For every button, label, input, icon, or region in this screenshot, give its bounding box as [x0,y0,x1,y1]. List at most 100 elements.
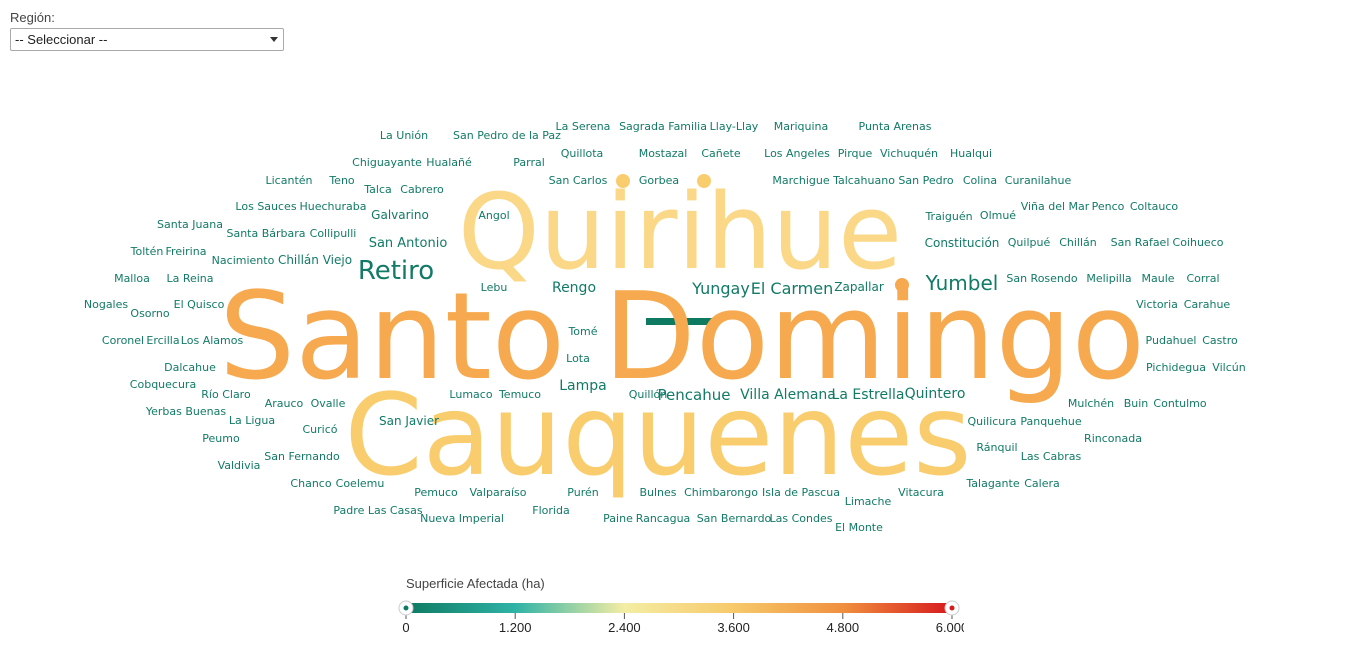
word-pirque[interactable]: Pirque [838,147,873,160]
word-cauquenes[interactable]: Cauquenes [344,371,971,501]
word-purén[interactable]: Purén [567,486,598,499]
word-hualañé[interactable]: Hualañé [426,156,472,169]
word-curanilahue[interactable]: Curanilahue [1005,174,1072,187]
word-la-serena[interactable]: La Serena [556,120,611,133]
word-vitacura[interactable]: Vitacura [898,486,944,499]
word-angol[interactable]: Angol [478,209,509,222]
word-marchigue[interactable]: Marchigue [772,174,830,187]
word-florida[interactable]: Florida [532,504,569,517]
word-santa-juana[interactable]: Santa Juana [157,218,223,231]
word-parral[interactable]: Parral [513,156,545,169]
word-yumbel[interactable]: Yumbel [925,271,999,295]
word-ovalle[interactable]: Ovalle [311,397,346,410]
word-mariquina[interactable]: Mariquina [774,120,829,133]
word-ercilla[interactable]: Ercilla [146,334,179,347]
word-peumo[interactable]: Peumo [202,432,240,445]
word-zapallar[interactable]: Zapallar [834,280,884,294]
word-contulmo[interactable]: Contulmo [1153,397,1206,410]
word-collipulli[interactable]: Collipulli [310,227,357,240]
word-yungay[interactable]: Yungay [691,279,750,298]
word-chimbarongo[interactable]: Chimbarongo [684,486,758,499]
word-coihueco[interactable]: Coihueco [1173,236,1224,249]
word-talagante[interactable]: Talagante [965,477,1019,490]
word-talca[interactable]: Talca [363,183,391,196]
word-viña-del-mar[interactable]: Viña del Mar [1021,200,1090,213]
word-castro[interactable]: Castro [1202,334,1238,347]
word-el-carmen[interactable]: El Carmen [751,279,833,298]
word-quilicura[interactable]: Quilicura [967,415,1016,428]
word-olmué[interactable]: Olmué [980,209,1016,222]
word-rancagua[interactable]: Rancagua [636,512,691,525]
word-pichidegua[interactable]: Pichidegua [1146,361,1206,374]
word-hualqui[interactable]: Hualqui [950,147,992,160]
word-llay-llay[interactable]: Llay-Llay [710,120,759,133]
word-teno[interactable]: Teno [328,174,355,187]
word-pudahuel[interactable]: Pudahuel [1146,334,1197,347]
word-lampa[interactable]: Lampa [559,378,606,394]
word-talcahuano[interactable]: Talcahuano [832,174,895,187]
word-pemuco[interactable]: Pemuco [414,486,458,499]
word-temuco[interactable]: Temuco [498,388,541,401]
word-coltauco[interactable]: Coltauco [1130,200,1179,213]
word-malloa[interactable]: Malloa [114,272,150,285]
word-carahue[interactable]: Carahue [1184,298,1231,311]
word-san-javier[interactable]: San Javier [379,414,439,428]
word-san-bernardo[interactable]: San Bernardo [697,512,772,525]
word-la-unión[interactable]: La Unión [380,129,428,142]
word-sagrada-familia[interactable]: Sagrada Familia [619,120,707,133]
word-san-pedro-de-la-paz[interactable]: San Pedro de la Paz [453,129,561,142]
word-mostazal[interactable]: Mostazal [639,147,688,160]
word-limache[interactable]: Limache [845,495,892,508]
region-select[interactable]: -- Seleccionar -- [10,28,284,51]
word-nacimiento[interactable]: Nacimiento [212,254,275,267]
word-rengo[interactable]: Rengo [552,280,596,296]
word-nueva-imperial[interactable]: Nueva Imperial [420,512,504,525]
word-cañete[interactable]: Cañete [701,147,740,160]
word-maule[interactable]: Maule [1141,272,1174,285]
word-paine[interactable]: Paine [603,512,633,525]
word-ránquil[interactable]: Ránquil [976,441,1017,454]
word-chiguayante[interactable]: Chiguayante [352,156,422,169]
word-valdivia[interactable]: Valdivia [218,459,261,472]
word-san-rosendo[interactable]: San Rosendo [1006,272,1078,285]
word-santo-domingo[interactable]: Santo Domingo [219,268,1145,407]
word-valparaíso[interactable]: Valparaíso [470,486,527,499]
word-quintero[interactable]: Quintero [905,386,966,402]
word-san-carlos[interactable]: San Carlos [549,174,608,187]
word-constitución[interactable]: Constitución [925,236,1000,250]
word-quillón[interactable]: Quillón [629,388,668,401]
word-san-fernando[interactable]: San Fernando [264,450,340,463]
word-tomé[interactable]: Tomé [567,325,597,338]
word-dalcahue[interactable]: Dalcahue [164,361,216,374]
word-cobquecura[interactable]: Cobquecura [130,378,196,391]
word-buin[interactable]: Buin [1124,397,1149,410]
word-los-alamos[interactable]: Los Alamos [181,334,244,347]
word-panquehue[interactable]: Panquehue [1020,415,1082,428]
word-coronel[interactable]: Coronel [102,334,144,347]
word-vichuquén[interactable]: Vichuquén [880,147,938,160]
word-la-ligua[interactable]: La Ligua [229,414,275,427]
word-isla-de-pascua[interactable]: Isla de Pascua [762,486,840,499]
word-pencahue[interactable]: Pencahue [658,386,731,404]
word-victoria[interactable]: Victoria [1136,298,1178,311]
word-mulchén[interactable]: Mulchén [1068,397,1114,410]
word-toltén[interactable]: Toltén [130,245,164,258]
word-quilpué[interactable]: Quilpué [1008,236,1051,249]
word-chanco[interactable]: Chanco [290,477,331,490]
word-punta-arenas[interactable]: Punta Arenas [859,120,932,133]
word-rinconada[interactable]: Rinconada [1084,432,1142,445]
word-las-cabras[interactable]: Las Cabras [1021,450,1082,463]
word-galvarino[interactable]: Galvarino [371,208,429,222]
word-colina[interactable]: Colina [963,174,997,187]
word-santa-bárbara[interactable]: Santa Bárbara [226,227,305,240]
word-villa-alemana[interactable]: Villa Alemana [740,387,836,403]
word-el-monte[interactable]: El Monte [835,521,883,534]
word-los-sauces[interactable]: Los Sauces [235,200,296,213]
word-licantén[interactable]: Licantén [266,174,313,187]
word-padre-las-casas[interactable]: Padre Las Casas [333,504,422,517]
word-corral[interactable]: Corral [1186,272,1219,285]
word-calera[interactable]: Calera [1024,477,1060,490]
word-cabrero[interactable]: Cabrero [400,183,444,196]
word-los-angeles[interactable]: Los Angeles [764,147,830,160]
word-gorbea[interactable]: Gorbea [639,174,679,187]
